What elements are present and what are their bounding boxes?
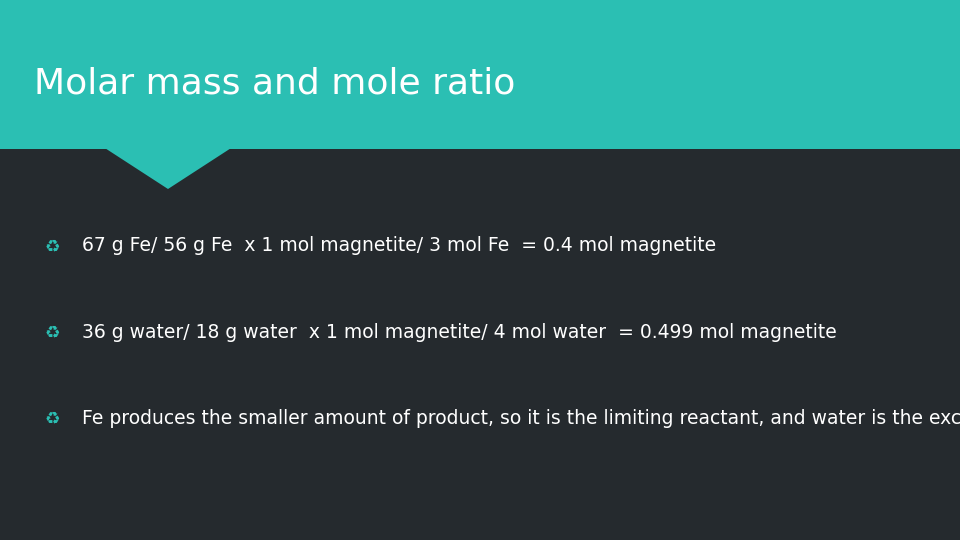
Text: 67 g Fe/ 56 g Fe  x 1 mol magnetite/ 3 mol Fe  = 0.4 mol magnetite: 67 g Fe/ 56 g Fe x 1 mol magnetite/ 3 mo…	[82, 236, 716, 255]
Text: ♻: ♻	[45, 323, 60, 341]
Text: 36 g water/ 18 g water  x 1 mol magnetite/ 4 mol water  = 0.499 mol magnetite: 36 g water/ 18 g water x 1 mol magnetite…	[82, 322, 836, 342]
Text: ♻: ♻	[45, 409, 60, 428]
Polygon shape	[106, 148, 230, 189]
Text: Molar mass and mole ratio: Molar mass and mole ratio	[34, 67, 515, 100]
Text: ♻: ♻	[45, 237, 60, 255]
Bar	[0, 0, 960, 148]
Text: Fe produces the smaller amount of product, so it is the limiting reactant, and w: Fe produces the smaller amount of produc…	[82, 409, 960, 428]
